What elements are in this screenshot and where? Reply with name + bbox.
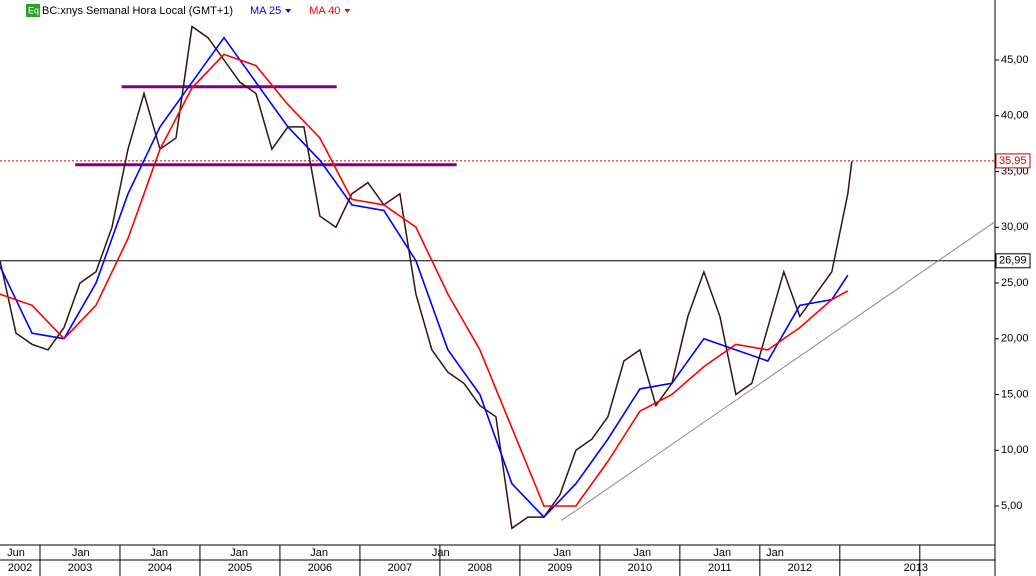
x-tick-label: 2012 — [788, 562, 812, 574]
x-tick-label: Jan — [553, 547, 571, 559]
y-tick-label: 10,00 — [1001, 444, 1029, 456]
x-tick-label: 2013 — [904, 562, 928, 574]
x-tick-label: 2003 — [68, 562, 92, 574]
x-tick-label: 2010 — [628, 562, 652, 574]
x-tick-label: 2009 — [548, 562, 572, 574]
level-label-box — [995, 253, 1031, 269]
ma-line — [0, 53, 849, 507]
y-tick-label: 15,00 — [1001, 388, 1029, 400]
level-label: 35,95 — [999, 155, 1027, 167]
price-line — [0, 25, 853, 530]
badge-box — [26, 4, 40, 17]
ma-line — [0, 36, 849, 519]
level-label-box — [995, 153, 1031, 169]
x-tick-label: Jan — [310, 547, 328, 559]
x-tick-label: 2008 — [468, 562, 492, 574]
y-tick-label: 25,00 — [1001, 277, 1029, 289]
x-tick-label: Jan — [713, 547, 731, 559]
drawn-line — [561, 221, 996, 521]
legend-marker — [285, 9, 292, 13]
y-tick-label: 45,00 — [1001, 54, 1029, 66]
x-tick-label: Jan — [766, 547, 784, 559]
legend-entry: MA 40 — [309, 5, 340, 17]
x-tick-label: Jan — [633, 547, 651, 559]
x-tick-label: 2011 — [708, 562, 732, 574]
x-tick-label: 2005 — [228, 562, 252, 574]
chart-title: BC:xnys Semanal Hora Local (GMT+1) — [42, 5, 233, 17]
x-tick-label: 2007 — [388, 562, 412, 574]
legend-entry: MA 25 — [250, 5, 281, 17]
legend-marker — [344, 9, 351, 13]
x-tick-label: Jun — [7, 547, 25, 559]
y-tick-label: 5,00 — [1001, 500, 1022, 512]
x-tick-label: Jan — [150, 547, 168, 559]
x-tick-label: Jan — [432, 547, 450, 559]
badge: Eq — [28, 5, 39, 15]
x-tick-label: Jan — [230, 547, 248, 559]
y-tick-label: 30,00 — [1001, 221, 1029, 233]
y-tick-label: 40,00 — [1001, 110, 1029, 122]
level-label: 26,99 — [999, 255, 1027, 267]
y-tick-label: 20,00 — [1001, 333, 1029, 345]
x-tick-label: 2004 — [148, 562, 172, 574]
x-tick-label: 2006 — [308, 562, 332, 574]
x-tick-label: 2002 — [8, 562, 32, 574]
x-tick-label: Jan — [72, 547, 90, 559]
